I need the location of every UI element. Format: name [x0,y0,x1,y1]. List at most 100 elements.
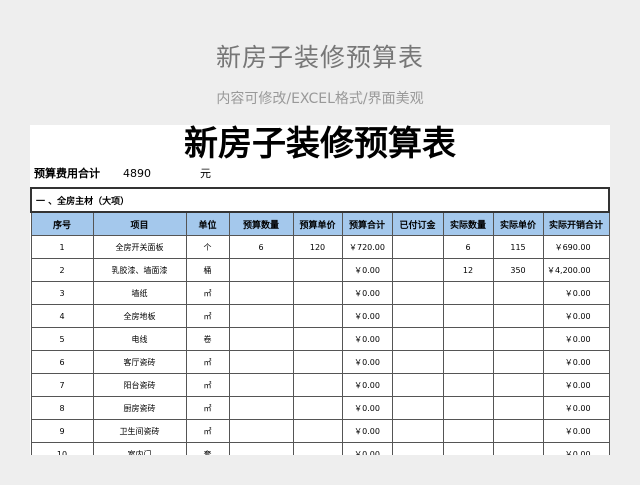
table-cell[interactable]: ￥0.00 [542,281,610,305]
table-cell[interactable]: ￥0.00 [542,327,610,351]
table-cell[interactable] [492,442,544,455]
table-cell[interactable]: ㎡ [185,419,230,443]
budget-value[interactable]: 4890 [123,167,151,180]
table-cell[interactable] [391,396,444,420]
table-cell[interactable]: ￥690.00 [542,235,610,259]
table-cell[interactable] [391,327,444,351]
column-header[interactable]: 实际单价 [492,211,544,236]
table-cell[interactable]: ￥0.00 [341,419,393,443]
table-cell[interactable] [292,442,343,455]
table-cell[interactable]: 6 [30,350,94,374]
table-cell[interactable]: 3 [30,281,94,305]
table-cell[interactable] [442,304,494,328]
table-cell[interactable] [442,281,494,305]
column-header[interactable]: 序号 [30,211,94,236]
table-cell[interactable]: 6 [442,235,494,259]
table-cell[interactable] [292,350,343,374]
table-cell[interactable]: ￥0.00 [542,304,610,328]
table-cell[interactable] [228,350,294,374]
table-cell[interactable]: ㎡ [185,304,230,328]
table-cell[interactable]: 9 [30,419,94,443]
table-cell[interactable]: 115 [492,235,544,259]
table-cell[interactable] [292,304,343,328]
column-header[interactable]: 预算数量 [228,211,294,236]
column-header[interactable]: 项目 [92,211,187,236]
table-cell[interactable]: 客厅瓷砖 [92,350,187,374]
table-cell[interactable]: ￥0.00 [542,396,610,420]
table-cell[interactable] [492,350,544,374]
table-cell[interactable] [442,350,494,374]
table-cell[interactable] [391,304,444,328]
table-cell[interactable] [391,258,444,282]
table-cell[interactable] [391,281,444,305]
table-cell[interactable]: ￥4,200.00 [542,258,610,282]
table-cell[interactable]: ￥0.00 [341,281,393,305]
table-cell[interactable]: 电线 [92,327,187,351]
table-cell[interactable]: 个 [185,235,230,259]
table-cell[interactable] [228,281,294,305]
table-cell[interactable]: 乳胶漆、墙面漆 [92,258,187,282]
table-cell[interactable]: ㎡ [185,281,230,305]
table-cell[interactable] [442,442,494,455]
column-header[interactable]: 单位 [185,211,230,236]
table-cell[interactable] [492,396,544,420]
table-cell[interactable] [492,304,544,328]
table-cell[interactable] [391,350,444,374]
table-cell[interactable]: 厨房瓷砖 [92,396,187,420]
table-cell[interactable]: 室内门 [92,442,187,455]
table-cell[interactable]: ㎡ [185,350,230,374]
table-cell[interactable]: ￥0.00 [341,304,393,328]
table-cell[interactable]: 8 [30,396,94,420]
table-cell[interactable] [292,258,343,282]
table-cell[interactable]: 4 [30,304,94,328]
column-header[interactable]: 预算单价 [292,211,343,236]
table-cell[interactable]: 10 [30,442,94,455]
table-cell[interactable] [391,373,444,397]
table-cell[interactable]: ￥0.00 [341,327,393,351]
table-cell[interactable]: 5 [30,327,94,351]
table-cell[interactable]: 全房地板 [92,304,187,328]
table-cell[interactable]: 1 [30,235,94,259]
table-cell[interactable]: 12 [442,258,494,282]
column-header[interactable]: 预算合计 [341,211,393,236]
column-header[interactable]: 已付订金 [391,211,444,236]
table-cell[interactable] [228,304,294,328]
column-header[interactable]: 实际开销合计 [542,211,610,236]
table-cell[interactable]: 套 [185,442,230,455]
table-cell[interactable]: ￥0.00 [542,350,610,374]
table-cell[interactable] [492,281,544,305]
table-cell[interactable]: 阳台瓷砖 [92,373,187,397]
table-cell[interactable] [228,327,294,351]
table-cell[interactable] [228,373,294,397]
table-cell[interactable]: 卫生间瓷砖 [92,419,187,443]
table-cell[interactable]: 墙纸 [92,281,187,305]
table-cell[interactable]: 6 [228,235,294,259]
table-cell[interactable] [442,327,494,351]
table-cell[interactable]: ㎡ [185,373,230,397]
table-cell[interactable] [391,419,444,443]
table-cell[interactable]: ￥720.00 [341,235,393,259]
table-cell[interactable]: ￥0.00 [341,442,393,455]
table-cell[interactable]: ￥0.00 [341,396,393,420]
table-cell[interactable]: 卷 [185,327,230,351]
table-cell[interactable] [292,373,343,397]
table-cell[interactable] [292,327,343,351]
table-cell[interactable] [228,442,294,455]
table-cell[interactable] [228,396,294,420]
table-cell[interactable] [442,396,494,420]
table-cell[interactable] [391,235,444,259]
table-cell[interactable]: ㎡ [185,396,230,420]
table-cell[interactable]: 7 [30,373,94,397]
table-cell[interactable]: ￥0.00 [542,373,610,397]
column-header[interactable]: 实际数量 [442,211,494,236]
table-cell[interactable]: ￥0.00 [341,258,393,282]
table-cell[interactable] [492,373,544,397]
table-cell[interactable] [292,281,343,305]
table-cell[interactable]: 350 [492,258,544,282]
table-cell[interactable] [292,396,343,420]
table-cell[interactable] [391,442,444,455]
table-cell[interactable]: ￥0.00 [341,373,393,397]
table-cell[interactable] [442,373,494,397]
table-cell[interactable] [228,419,294,443]
table-cell[interactable]: 桶 [185,258,230,282]
